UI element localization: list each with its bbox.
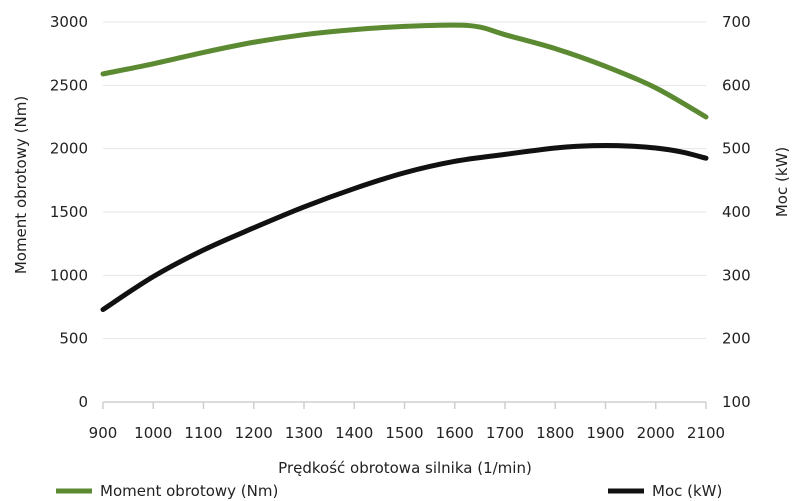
y-right-tick-label: 400 — [722, 203, 751, 221]
x-tick-label: 1500 — [385, 424, 423, 442]
x-axis-title: Prędkość obrotowa silnika (1/min) — [278, 459, 532, 477]
series-lines — [100, 22, 709, 313]
x-tick-label: 1300 — [285, 424, 323, 442]
y-right-tick-label: 500 — [722, 140, 751, 158]
series-line-power — [100, 143, 709, 313]
y-left-tick-label: 2000 — [50, 140, 88, 158]
x-tick-label: 1900 — [586, 424, 624, 442]
series-line-torque — [100, 22, 709, 120]
legend-label-power: Moc (kW) — [652, 482, 722, 500]
x-tick-label: 1800 — [536, 424, 574, 442]
y-left-tick-label: 1000 — [50, 266, 88, 284]
x-tick-label: 2000 — [637, 424, 675, 442]
x-axis — [102, 401, 707, 409]
y-right-tick-label: 300 — [722, 266, 751, 284]
x-tick-label: 1600 — [436, 424, 474, 442]
y-left-tick-label: 500 — [59, 330, 88, 348]
x-tick-label: 1200 — [235, 424, 273, 442]
y-right-tick-label: 700 — [722, 13, 751, 31]
x-axis-ticks: 900 1000 1100 1200 1300 1400 1500 1600 1700 1800 1… — [89, 424, 725, 442]
gridlines — [103, 21, 706, 340]
x-tick-label: 1000 — [134, 424, 172, 442]
legend: Moment obrotowy (Nm) Moc (kW) — [56, 482, 722, 500]
x-tick-label: 1700 — [486, 424, 524, 442]
x-tick-label: 900 — [89, 424, 118, 442]
y-right-tick-label: 100 — [722, 393, 751, 411]
y-axis-left-title: Moment obrotowy (Nm) — [12, 96, 30, 274]
y-left-tick-label: 3000 — [50, 13, 88, 31]
y-axis-left-ticks: 0 500 1000 1500 2000 2500 3000 — [50, 13, 88, 411]
legend-label-torque: Moment obrotowy (Nm) — [100, 482, 278, 500]
x-tick-label: 1400 — [335, 424, 373, 442]
y-right-tick-label: 200 — [722, 330, 751, 348]
y-left-tick-label: 1500 — [50, 203, 88, 221]
x-tick-label: 2100 — [687, 424, 725, 442]
y-right-tick-label: 600 — [722, 76, 751, 94]
y-axis-right-title: Moc (kW) — [773, 147, 791, 217]
y-axis-right-ticks: 100 200 300 400 500 600 700 — [722, 13, 751, 411]
y-left-tick-label: 0 — [78, 393, 88, 411]
y-left-tick-label: 2500 — [50, 76, 88, 94]
x-tick-label: 1100 — [184, 424, 222, 442]
